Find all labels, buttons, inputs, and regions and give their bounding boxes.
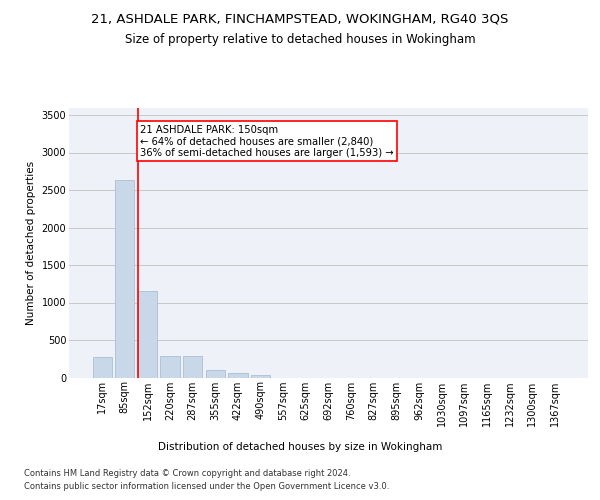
Bar (92, 357, 112, 378)
Text: Contains HM Land Registry data © Crown copyright and database right 2024.: Contains HM Land Registry data © Crown c… (24, 468, 350, 477)
Bar (160, 356, 180, 378)
Bar (229, 374, 248, 378)
Bar (206, 370, 225, 378)
Text: 21 ASHDALE PARK: 150sqm
← 64% of detached houses are smaller (2,840)
36% of semi: 21 ASHDALE PARK: 150sqm ← 64% of detache… (140, 124, 394, 158)
Bar (138, 291, 157, 378)
Bar (251, 375, 270, 378)
Text: Contains public sector information licensed under the Open Government Licence v3: Contains public sector information licen… (24, 482, 389, 491)
Text: 21, ASHDALE PARK, FINCHAMPSTEAD, WOKINGHAM, RG40 3QS: 21, ASHDALE PARK, FINCHAMPSTEAD, WOKINGH… (91, 12, 509, 26)
Text: Size of property relative to detached houses in Wokingham: Size of property relative to detached ho… (125, 32, 475, 46)
Y-axis label: Number of detached properties: Number of detached properties (26, 160, 36, 324)
Bar (115, 180, 134, 378)
Bar (183, 356, 202, 378)
Text: Distribution of detached houses by size in Wokingham: Distribution of detached houses by size … (158, 442, 442, 452)
